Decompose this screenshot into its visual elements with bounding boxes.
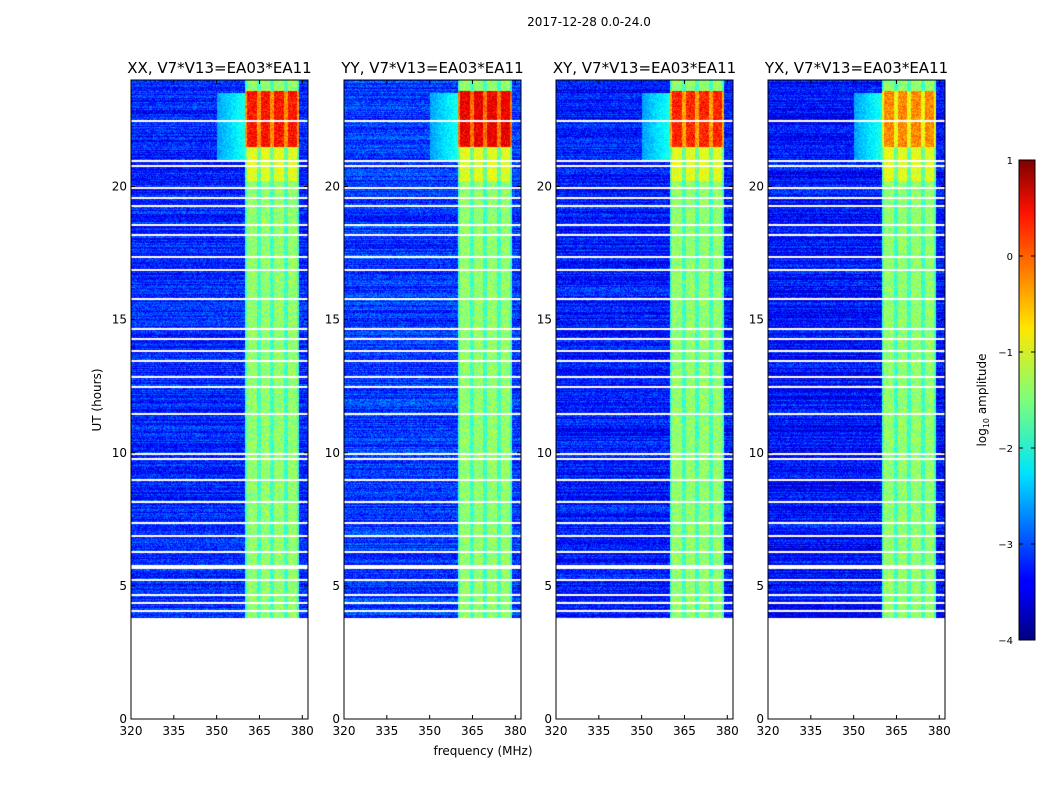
colorbar-label-prefix: log [975, 428, 989, 446]
colorbar-tick-label: 0 [1007, 252, 1013, 263]
x-tick-label: 320 [545, 724, 568, 738]
spectrogram-image-2 [556, 80, 733, 719]
y-tick-label: 5 [332, 579, 340, 593]
colorbar-label-suffix: amplitude [975, 354, 989, 418]
colorbar-ticks: 1 0 −1 −2 −3 −4 [998, 156, 1035, 647]
colorbar-gradient [1018, 159, 1036, 641]
y-tick-label: 0 [544, 712, 552, 726]
panel-title-3: YX, V7*V13=EA03*EA11 [764, 59, 948, 77]
colorbar-label: log10 amplitude [975, 354, 991, 447]
colorbar-tick-label: −3 [998, 540, 1013, 551]
y-tick-label: 10 [537, 446, 552, 460]
x-axis-label: frequency (MHz) [433, 744, 532, 758]
x-tick-label: 335 [587, 724, 610, 738]
y-tick-label: 0 [119, 712, 127, 726]
y-tick-label: 5 [119, 579, 127, 593]
x-tick-label: 350 [630, 724, 653, 738]
y-tick-label: 15 [537, 313, 552, 327]
spectrogram-image-1 [344, 80, 521, 719]
figure-suptitle: 2017-12-28 0.0-24.0 [527, 15, 651, 29]
panel-frame-3 [767, 79, 946, 720]
panel-frame-1 [343, 79, 522, 720]
panels-group: XX, V7*V13=EA03*EA11 320 335 350 365 380 0 5 10 1… [112, 59, 951, 738]
colorbar: 10−1−2−3−4 log10 amplitude [975, 156, 1036, 647]
panel-frame-2 [555, 79, 734, 720]
x-tick-label: 365 [673, 724, 696, 738]
colorbar-tick-label: −4 [998, 636, 1013, 647]
x-tick-label: 335 [375, 724, 398, 738]
panel-title-0: XX, V7*V13=EA03*EA11 [127, 59, 311, 77]
panel-frame-0 [130, 79, 309, 720]
x-tick-label: 320 [120, 724, 143, 738]
x-tick-label: 320 [333, 724, 356, 738]
x-tick-label: 365 [461, 724, 484, 738]
x-tick-label: 365 [248, 724, 271, 738]
y-tick-label: 10 [112, 446, 127, 460]
y-axis-label: UT (hours) [90, 368, 104, 431]
x-tick-label: 380 [504, 724, 527, 738]
colorbar-tick-label: 1 [1007, 156, 1013, 167]
colorbar-tick-label: −1 [998, 348, 1013, 359]
x-tick-label: 320 [757, 724, 780, 738]
y-tick-label: 15 [325, 313, 340, 327]
y-tick-label: 20 [749, 180, 764, 194]
x-tick-label: 335 [162, 724, 185, 738]
y-tick-label: 20 [112, 180, 127, 194]
x-tick-label: 380 [291, 724, 314, 738]
x-tick-label: 350 [842, 724, 865, 738]
spectrogram-image-0 [131, 80, 308, 719]
x-tick-label: 380 [928, 724, 951, 738]
panel-title-2: XY, V7*V13=EA03*EA11 [553, 59, 736, 77]
x-tick-label: 350 [418, 724, 441, 738]
panel-title-1: YY, V7*V13=EA03*EA11 [340, 59, 523, 77]
panel-1: YY, V7*V13=EA03*EA11 320 335 350 365 380 0 5 10 1… [325, 59, 527, 738]
y-tick-label: 0 [756, 712, 764, 726]
x-tick-label: 365 [885, 724, 908, 738]
colorbar-label-sub: 10 [982, 418, 991, 428]
y-tick-label: 0 [332, 712, 340, 726]
y-tick-label: 5 [544, 579, 552, 593]
panel-3: YX, V7*V13=EA03*EA11 320 335 350 365 380 0 5 10 1… [749, 59, 951, 738]
panel-0: XX, V7*V13=EA03*EA11 320 335 350 365 380 0 5 10 1… [112, 59, 314, 738]
colorbar-tick-label: −2 [998, 444, 1013, 455]
y-tick-label: 10 [749, 446, 764, 460]
y-tick-label: 15 [112, 313, 127, 327]
y-tick-label: 20 [325, 180, 340, 194]
y-tick-label: 5 [756, 579, 764, 593]
spectrogram-image-3 [768, 80, 945, 719]
y-tick-label: 10 [325, 446, 340, 460]
x-tick-label: 380 [716, 724, 739, 738]
y-tick-label: 20 [537, 180, 552, 194]
y-tick-label: 15 [749, 313, 764, 327]
panel-2: XY, V7*V13=EA03*EA11 320 335 350 365 380 0 5 10 1… [537, 59, 739, 738]
x-tick-label: 335 [799, 724, 822, 738]
x-tick-label: 350 [205, 724, 228, 738]
